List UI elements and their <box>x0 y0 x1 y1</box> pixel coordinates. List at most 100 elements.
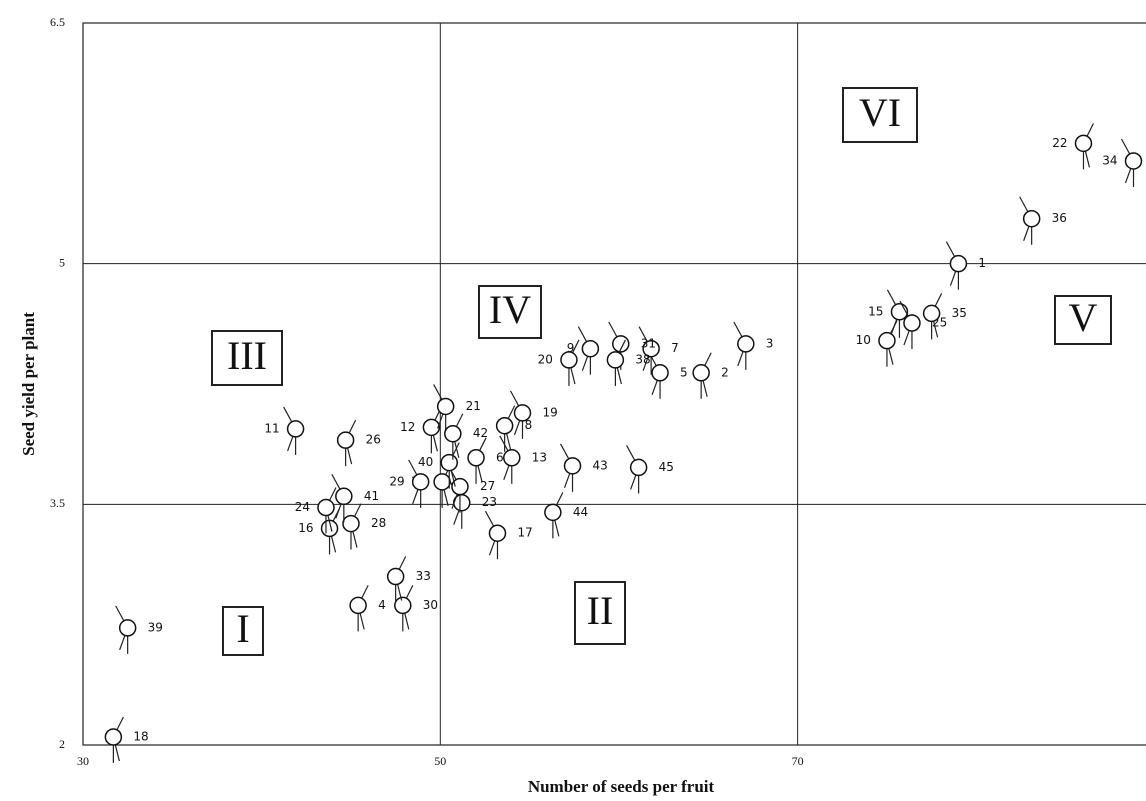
point <box>544 503 562 522</box>
point <box>488 524 507 542</box>
point-label: 23 <box>482 495 497 509</box>
point-label: 22 <box>1052 136 1067 150</box>
point-label: 12 <box>400 420 415 434</box>
point-label: 38 <box>635 352 650 366</box>
point <box>286 420 305 438</box>
point <box>386 567 405 586</box>
y-axis-title: Seed yield per plant <box>19 312 38 456</box>
point <box>436 397 455 416</box>
point <box>513 404 532 422</box>
point-label: 1 <box>978 256 986 270</box>
point-label: 6 <box>496 450 504 464</box>
point <box>349 596 367 615</box>
point-label: 39 <box>148 620 163 634</box>
point-label: 42 <box>473 426 488 440</box>
point-label: 27 <box>480 479 495 493</box>
point-label: 8 <box>525 418 533 432</box>
point <box>444 424 462 443</box>
point-label: 10 <box>856 333 871 347</box>
point <box>581 339 600 358</box>
point-label: 45 <box>659 460 674 474</box>
point-label: 26 <box>366 433 381 447</box>
point-label: 2 <box>721 365 729 379</box>
region-box <box>1054 295 1112 345</box>
y-tick-label: 5 <box>59 255 65 269</box>
point <box>118 619 137 637</box>
point-label: 4 <box>378 598 386 612</box>
point-label: 31 <box>641 336 656 350</box>
point-label: 34 <box>1102 153 1117 167</box>
point <box>335 487 353 506</box>
point <box>737 335 755 353</box>
point <box>394 596 412 615</box>
point-label: 7 <box>671 341 679 355</box>
point-label: 33 <box>416 569 431 583</box>
region-box <box>478 285 542 339</box>
point-label: 28 <box>371 516 386 530</box>
region-label: IV <box>489 287 531 332</box>
point <box>451 477 469 496</box>
point-label: 13 <box>532 450 547 464</box>
point-label: 17 <box>517 526 532 540</box>
point <box>433 473 451 491</box>
x-tick-label: 50 <box>434 754 446 768</box>
point <box>1022 209 1041 228</box>
point <box>317 498 335 517</box>
point <box>104 728 123 746</box>
point <box>878 331 896 350</box>
region-box <box>574 581 626 645</box>
y-tick-label: 2 <box>59 737 65 751</box>
point <box>411 473 430 491</box>
x-axis-title: Number of seeds per fruit <box>528 777 715 796</box>
point <box>890 303 909 321</box>
point <box>503 449 521 467</box>
point <box>922 304 941 323</box>
x-tick-label: 70 <box>792 754 804 768</box>
point-label: 43 <box>593 458 608 472</box>
point <box>692 364 710 382</box>
point-label: 18 <box>133 729 148 743</box>
point-label: 3 <box>766 336 774 350</box>
point <box>563 457 582 475</box>
point <box>1074 134 1093 153</box>
point-label: 30 <box>423 598 438 612</box>
point <box>342 514 360 533</box>
y-tick-label: 6.5 <box>50 15 65 29</box>
point-label: 21 <box>466 399 481 413</box>
point <box>949 254 968 273</box>
region-label: I <box>236 606 249 651</box>
point-label: 40 <box>418 455 433 469</box>
point <box>1124 152 1143 170</box>
point <box>495 416 514 435</box>
point <box>560 351 578 369</box>
point-label: 41 <box>364 489 379 503</box>
point <box>606 351 625 369</box>
point-label: 5 <box>680 365 688 379</box>
y-tick-label: 3.5 <box>50 496 65 510</box>
region-box <box>222 606 264 656</box>
point-label: 9 <box>567 341 575 355</box>
region-label: VI <box>859 90 901 135</box>
x-tick-label: 30 <box>77 754 89 768</box>
point-label: 15 <box>868 304 883 318</box>
region-box <box>842 87 918 143</box>
point-label: 16 <box>298 521 313 535</box>
point <box>642 339 660 358</box>
region-label: V <box>1069 295 1098 340</box>
point <box>903 314 921 332</box>
point-label: 19 <box>542 405 557 419</box>
point <box>440 453 458 472</box>
point-label: 11 <box>264 421 279 435</box>
point-label: 36 <box>1052 211 1067 225</box>
point-label: 35 <box>952 306 967 320</box>
point <box>422 418 441 437</box>
point-label: 24 <box>295 500 310 514</box>
point-label: 20 <box>538 352 553 366</box>
point-label: 29 <box>389 474 404 488</box>
region-box <box>211 330 283 386</box>
point <box>651 364 669 382</box>
point-label: 44 <box>573 505 588 519</box>
point <box>467 449 485 467</box>
point <box>336 431 355 449</box>
